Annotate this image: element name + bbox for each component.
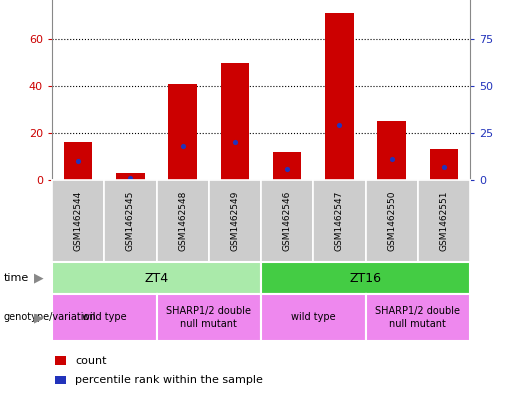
Text: GSM1462551: GSM1462551 bbox=[439, 191, 449, 251]
Text: GSM1462550: GSM1462550 bbox=[387, 191, 396, 251]
Text: time: time bbox=[4, 273, 29, 283]
Point bbox=[74, 158, 82, 164]
Bar bbox=[273, 152, 301, 180]
Point bbox=[283, 165, 291, 172]
Text: GSM1462544: GSM1462544 bbox=[74, 191, 82, 251]
Text: SHARP1/2 double
null mutant: SHARP1/2 double null mutant bbox=[166, 306, 251, 329]
Text: ZT16: ZT16 bbox=[350, 272, 382, 285]
Bar bbox=[64, 142, 93, 180]
Text: GSM1462546: GSM1462546 bbox=[283, 191, 291, 251]
Bar bbox=[325, 13, 354, 180]
Point bbox=[440, 164, 448, 170]
Point bbox=[126, 175, 134, 181]
Bar bbox=[168, 84, 197, 180]
Bar bbox=[116, 173, 145, 180]
Text: GSM1462545: GSM1462545 bbox=[126, 191, 135, 251]
Text: count: count bbox=[75, 356, 107, 366]
Point bbox=[179, 143, 187, 149]
Text: wild type: wild type bbox=[82, 312, 127, 323]
Text: GSM1462549: GSM1462549 bbox=[230, 191, 239, 251]
Point bbox=[231, 139, 239, 145]
Text: ▶: ▶ bbox=[34, 311, 44, 324]
Text: SHARP1/2 double
null mutant: SHARP1/2 double null mutant bbox=[375, 306, 460, 329]
Text: percentile rank within the sample: percentile rank within the sample bbox=[75, 375, 263, 385]
Text: GSM1462548: GSM1462548 bbox=[178, 191, 187, 251]
Text: wild type: wild type bbox=[291, 312, 336, 323]
Text: GSM1462547: GSM1462547 bbox=[335, 191, 344, 251]
Point bbox=[387, 156, 396, 162]
Text: genotype/variation: genotype/variation bbox=[4, 312, 97, 323]
Bar bbox=[377, 121, 406, 180]
Text: ▶: ▶ bbox=[34, 272, 44, 285]
Bar bbox=[430, 149, 458, 180]
Bar bbox=[220, 62, 249, 180]
Point bbox=[335, 122, 344, 129]
Text: ZT4: ZT4 bbox=[144, 272, 168, 285]
